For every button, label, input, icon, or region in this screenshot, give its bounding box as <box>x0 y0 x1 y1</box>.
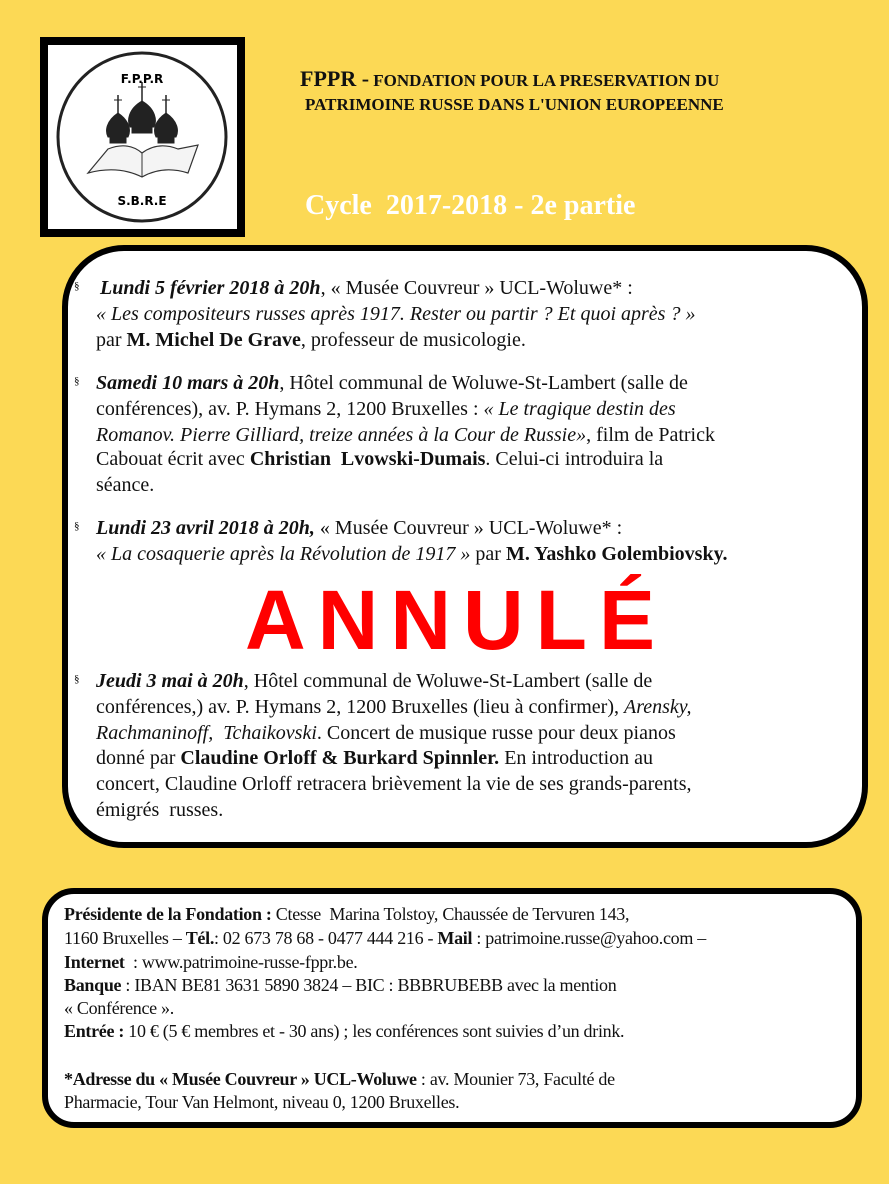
event-4-line: Jeudi 3 mai à 20h, Hôtel communal de Wol… <box>96 668 652 694</box>
text-segment: « Les compositeurs russes après 1917. Re… <box>96 303 696 325</box>
text-segment: Jeudi 3 mai à 20h <box>96 670 244 692</box>
text-segment: : IBAN BE81 3631 5890 3824 – BIC : BBBRU… <box>121 975 617 995</box>
text-segment: *Adresse du « Musée Couvreur » UCL-Woluw… <box>64 1069 417 1089</box>
text-segment: « Conférence ». <box>64 998 174 1018</box>
text-segment: M. Michel De Grave <box>126 329 301 351</box>
text-segment: 10 € (5 € membres et - 30 ans) ; les con… <box>124 1021 625 1041</box>
info-line: Entrée : 10 € (5 € membres et - 30 ans) … <box>64 1020 625 1042</box>
bullet-icon: § <box>74 520 80 532</box>
event-1-line: « Les compositeurs russes après 1917. Re… <box>96 301 695 327</box>
info-line: 1160 Bruxelles – Tél.: 02 673 78 68 - 04… <box>64 927 706 949</box>
text-segment: conférences,) av. P. Hymans 2, 1200 Brux… <box>96 696 624 718</box>
text-segment: émigrés russes. <box>96 799 224 821</box>
event-2-line: conférences), av. P. Hymans 2, 1200 Brux… <box>96 396 676 422</box>
text-segment: , Hôtel communal de Woluwe-St-Lambert (s… <box>243 670 653 692</box>
text-segment: , film de Patrick <box>586 424 715 446</box>
text-segment: . Concert de musique russe pour deux pia… <box>316 722 676 744</box>
text-segment: Lundi 23 avril 2018 à 20h, <box>96 517 315 539</box>
logo-top-text: F.P.P.R <box>121 72 164 86</box>
text-segment: Présidente de la Fondation : <box>64 904 276 924</box>
text-segment: Pharmacie, Tour Van Helmont, niveau 0, 1… <box>64 1092 460 1112</box>
event-4-line: Rachmaninoff, Tchaikovski. Concert de mu… <box>96 720 676 746</box>
event-1-line: Lundi 5 février 2018 à 20h, « Musée Couv… <box>100 275 633 301</box>
text-segment: Entrée : <box>64 1021 125 1041</box>
text-segment: , Hôtel communal de Woluwe-St-Lambert (s… <box>279 372 688 394</box>
events-box <box>62 245 868 848</box>
text-segment: Banque <box>64 975 122 995</box>
foundation-acronym: FPPR - <box>300 66 370 91</box>
event-4-line: concert, Claudine Orloff retracera brièv… <box>96 771 691 797</box>
text-segment: par <box>96 329 127 351</box>
info-box <box>42 888 862 1128</box>
text-segment: Mail <box>437 928 473 948</box>
event-3-line: « La cosaquerie après la Révolution de 1… <box>96 541 727 567</box>
info-line: Banque : IBAN BE81 3631 5890 3824 – BIC … <box>64 974 617 996</box>
cycle-heading: Cycle 2017-2018 - 2e partie <box>305 190 636 221</box>
text-segment: M. Yashko Golembiovsky. <box>505 543 728 565</box>
text-segment: : 02 673 78 68 - 0477 444 216 - <box>214 928 438 948</box>
bullet-icon: § <box>74 673 80 685</box>
foundation-title: FPPR - FONDATION POUR LA PRESERVATION DU <box>300 66 719 92</box>
bullet-icon: § <box>74 375 80 387</box>
text-segment: « Le tragique destin des <box>483 398 676 420</box>
text-segment: Arensky, <box>623 696 692 718</box>
text-segment: Rachmaninoff, Tchaikovski <box>96 722 317 744</box>
text-segment: donné par <box>96 747 181 769</box>
event-1-line: par M. Michel De Grave, professeur de mu… <box>96 327 526 353</box>
event-2-line: Romanov. Pierre Gilliard, treize années … <box>96 422 715 448</box>
text-segment: « La cosaquerie après la Révolution de 1… <box>96 543 471 565</box>
text-segment: Tél. <box>185 928 215 948</box>
event-4-line: conférences,) av. P. Hymans 2, 1200 Brux… <box>96 694 692 720</box>
text-segment: Romanov. Pierre Gilliard, treize années … <box>96 424 587 446</box>
text-segment: Internet <box>64 952 125 972</box>
text-segment: , professeur de musicologie. <box>300 329 526 351</box>
info-line: Présidente de la Fondation : Ctesse Mari… <box>64 903 629 925</box>
event-4-line: émigrés russes. <box>96 797 223 823</box>
text-segment: Lundi 5 février 2018 à 20h <box>100 277 321 299</box>
foundation-title-line2: PATRIMOINE RUSSE DANS L'UNION EUROPEENNE <box>305 95 724 114</box>
info-line: « Conférence ». <box>64 997 174 1019</box>
church-book-emblem-icon: F.P.P.R S.B.R.E <box>56 51 228 223</box>
text-segment: En introduction au <box>499 747 654 769</box>
text-segment: conférences), av. P. Hymans 2, 1200 Brux… <box>96 398 484 420</box>
bullet-icon: § <box>74 280 80 292</box>
event-3-line: Lundi 23 avril 2018 à 20h, « Musée Couvr… <box>96 515 622 541</box>
fppr-logo: F.P.P.R S.B.R.E <box>40 37 245 237</box>
text-segment: Ctesse Marina Tolstoy, Chaussée de Tervu… <box>275 904 630 924</box>
event-2-line: Cabouat écrit avec Christian Lvowski-Dum… <box>96 446 663 472</box>
text-segment: , « Musée Couvreur » UCL-Woluwe* : <box>320 277 633 299</box>
event-2-line: Samedi 10 mars à 20h, Hôtel communal de … <box>96 370 688 396</box>
text-segment: : av. Mounier 73, Faculté de <box>416 1069 615 1089</box>
text-segment: « Musée Couvreur » UCL-Woluwe* : <box>314 517 623 539</box>
text-segment: : patrimoine.russe@yahoo.com – <box>472 928 706 948</box>
text-segment: Claudine Orloff & Burkard Spinnler. <box>180 747 500 769</box>
text-segment: 1160 Bruxelles – <box>64 928 186 948</box>
text-segment: Christian Lvowski-Dumais <box>249 448 486 470</box>
info-line: Pharmacie, Tour Van Helmont, niveau 0, 1… <box>64 1091 460 1113</box>
info-line: Internet : www.patrimoine-russe-fppr.be. <box>64 951 358 973</box>
text-segment: : www.patrimoine-russe-fppr.be. <box>124 952 358 972</box>
text-segment: concert, Claudine Orloff retracera brièv… <box>96 773 692 795</box>
text-segment: Cabouat écrit avec <box>96 448 250 470</box>
cancelled-stamp: ANNULÉ <box>245 573 667 667</box>
text-segment: séance. <box>96 474 155 496</box>
logo-bottom-text: S.B.R.E <box>117 194 166 208</box>
event-2-line: séance. <box>96 472 154 498</box>
info-line: *Adresse du « Musée Couvreur » UCL-Woluw… <box>64 1068 615 1090</box>
foundation-title-line1: FONDATION POUR LA PRESERVATION DU <box>369 71 720 90</box>
text-segment: . Celui-ci introduira la <box>485 448 664 470</box>
text-segment: Samedi 10 mars à 20h <box>96 372 280 394</box>
event-4-line: donné par Claudine Orloff & Burkard Spin… <box>96 745 653 771</box>
text-segment: par <box>470 543 506 565</box>
